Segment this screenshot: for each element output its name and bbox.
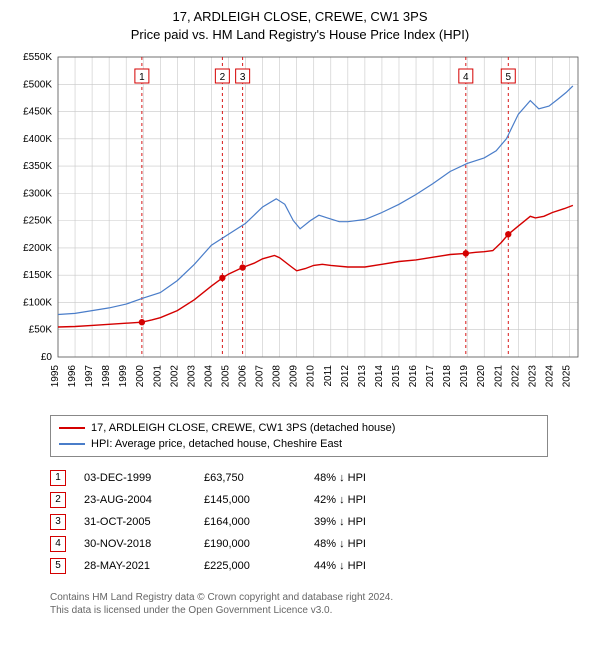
svg-text:£400K: £400K: [23, 134, 52, 145]
footer-line-2: This data is licensed under the Open Gov…: [50, 604, 590, 617]
svg-text:£300K: £300K: [23, 188, 52, 199]
svg-text:2013: 2013: [357, 365, 368, 388]
transaction-row: 4 30-NOV-2018£190,00048% ↓ HPI: [50, 533, 590, 555]
svg-text:2024: 2024: [544, 365, 555, 388]
svg-text:2019: 2019: [459, 365, 470, 388]
svg-text:2006: 2006: [238, 365, 249, 388]
svg-text:4: 4: [463, 72, 469, 83]
transaction-date: 30-NOV-2018: [84, 538, 204, 550]
svg-text:£200K: £200K: [23, 243, 52, 254]
transaction-diff: 39% ↓ HPI: [314, 516, 434, 528]
transaction-row: 2 23-AUG-2004£145,00042% ↓ HPI: [50, 489, 590, 511]
svg-text:£250K: £250K: [23, 216, 52, 227]
transaction-date: 31-OCT-2005: [84, 516, 204, 528]
chart-container: { "title_line1": "17, ARDLEIGH CLOSE, CR…: [0, 0, 600, 627]
legend-swatch: [59, 443, 85, 445]
svg-text:2000: 2000: [135, 365, 146, 388]
svg-text:2008: 2008: [272, 365, 283, 388]
svg-text:£550K: £550K: [23, 52, 52, 63]
transaction-table: 103-DEC-1999£63,75048% ↓ HPI223-AUG-2004…: [50, 467, 590, 577]
legend-label: 17, ARDLEIGH CLOSE, CREWE, CW1 3PS (deta…: [91, 422, 395, 434]
svg-text:2009: 2009: [289, 365, 300, 388]
svg-text:2023: 2023: [527, 365, 538, 388]
transaction-diff: 44% ↓ HPI: [314, 560, 434, 572]
transaction-diff: 48% ↓ HPI: [314, 472, 434, 484]
legend-item: 17, ARDLEIGH CLOSE, CREWE, CW1 3PS (deta…: [59, 420, 539, 436]
svg-text:2011: 2011: [323, 365, 334, 387]
svg-text:1999: 1999: [118, 365, 129, 388]
legend-item: HPI: Average price, detached house, Ches…: [59, 436, 539, 452]
transaction-marker: 1: [50, 470, 66, 486]
svg-text:£150K: £150K: [23, 270, 52, 281]
transaction-marker: 3: [50, 514, 66, 530]
title-line-1: 17, ARDLEIGH CLOSE, CREWE, CW1 3PS: [10, 8, 590, 26]
transaction-price: £63,750: [204, 472, 314, 484]
transaction-price: £164,000: [204, 516, 314, 528]
transaction-diff: 48% ↓ HPI: [314, 538, 434, 550]
svg-text:1998: 1998: [101, 365, 112, 388]
svg-text:2022: 2022: [510, 365, 521, 388]
svg-text:£350K: £350K: [23, 161, 52, 172]
transaction-date: 28-MAY-2021: [84, 560, 204, 572]
legend-label: HPI: Average price, detached house, Ches…: [91, 438, 342, 450]
transaction-row: 3 31-OCT-2005£164,00039% ↓ HPI: [50, 511, 590, 533]
svg-text:2005: 2005: [220, 365, 231, 388]
svg-text:2015: 2015: [391, 365, 402, 388]
title-line-2: Price paid vs. HM Land Registry's House …: [10, 26, 590, 44]
svg-text:£50K: £50K: [29, 325, 53, 336]
svg-text:2012: 2012: [340, 365, 351, 388]
transaction-row: 1 03-DEC-1999£63,75048% ↓ HPI: [50, 467, 590, 489]
svg-text:2003: 2003: [186, 365, 197, 388]
svg-text:1: 1: [139, 72, 145, 83]
svg-text:2: 2: [220, 72, 226, 83]
line-chart: £0 £50K £100K £150K £200K £250K £300K £350K £400…: [10, 47, 590, 407]
svg-text:1996: 1996: [67, 365, 78, 388]
chart-title: 17, ARDLEIGH CLOSE, CREWE, CW1 3PS Price…: [10, 8, 590, 43]
legend: 17, ARDLEIGH CLOSE, CREWE, CW1 3PS (deta…: [50, 415, 548, 457]
transaction-price: £145,000: [204, 494, 314, 506]
svg-text:2001: 2001: [152, 365, 163, 388]
footer-line-1: Contains HM Land Registry data © Crown c…: [50, 591, 590, 604]
svg-text:£450K: £450K: [23, 107, 52, 118]
svg-text:5: 5: [505, 72, 511, 83]
svg-text:£500K: £500K: [23, 79, 52, 90]
svg-text:2007: 2007: [255, 365, 266, 388]
svg-text:2025: 2025: [561, 365, 572, 388]
svg-text:2014: 2014: [374, 365, 385, 388]
svg-text:2018: 2018: [442, 365, 453, 388]
svg-text:3: 3: [240, 72, 246, 83]
svg-text:1997: 1997: [84, 365, 95, 388]
svg-text:2002: 2002: [169, 365, 180, 388]
transaction-date: 23-AUG-2004: [84, 494, 204, 506]
transaction-date: 03-DEC-1999: [84, 472, 204, 484]
svg-text:£0: £0: [41, 352, 53, 363]
transaction-price: £190,000: [204, 538, 314, 550]
footer: Contains HM Land Registry data © Crown c…: [50, 591, 590, 617]
legend-swatch: [59, 427, 85, 429]
transaction-row: 5 28-MAY-2021£225,00044% ↓ HPI: [50, 555, 590, 577]
svg-text:2021: 2021: [493, 365, 504, 388]
transaction-price: £225,000: [204, 560, 314, 572]
svg-text:2010: 2010: [306, 365, 317, 388]
svg-text:£100K: £100K: [23, 298, 52, 309]
svg-text:2016: 2016: [408, 365, 419, 388]
transaction-marker: 4: [50, 536, 66, 552]
transaction-marker: 5: [50, 558, 66, 574]
svg-text:2017: 2017: [425, 365, 436, 388]
transaction-diff: 42% ↓ HPI: [314, 494, 434, 506]
chart-area: £0 £50K £100K £150K £200K £250K £300K £350K £400…: [10, 47, 590, 407]
transaction-marker: 2: [50, 492, 66, 508]
svg-text:2004: 2004: [203, 365, 214, 388]
svg-text:1995: 1995: [50, 365, 61, 388]
svg-text:2020: 2020: [476, 365, 487, 388]
